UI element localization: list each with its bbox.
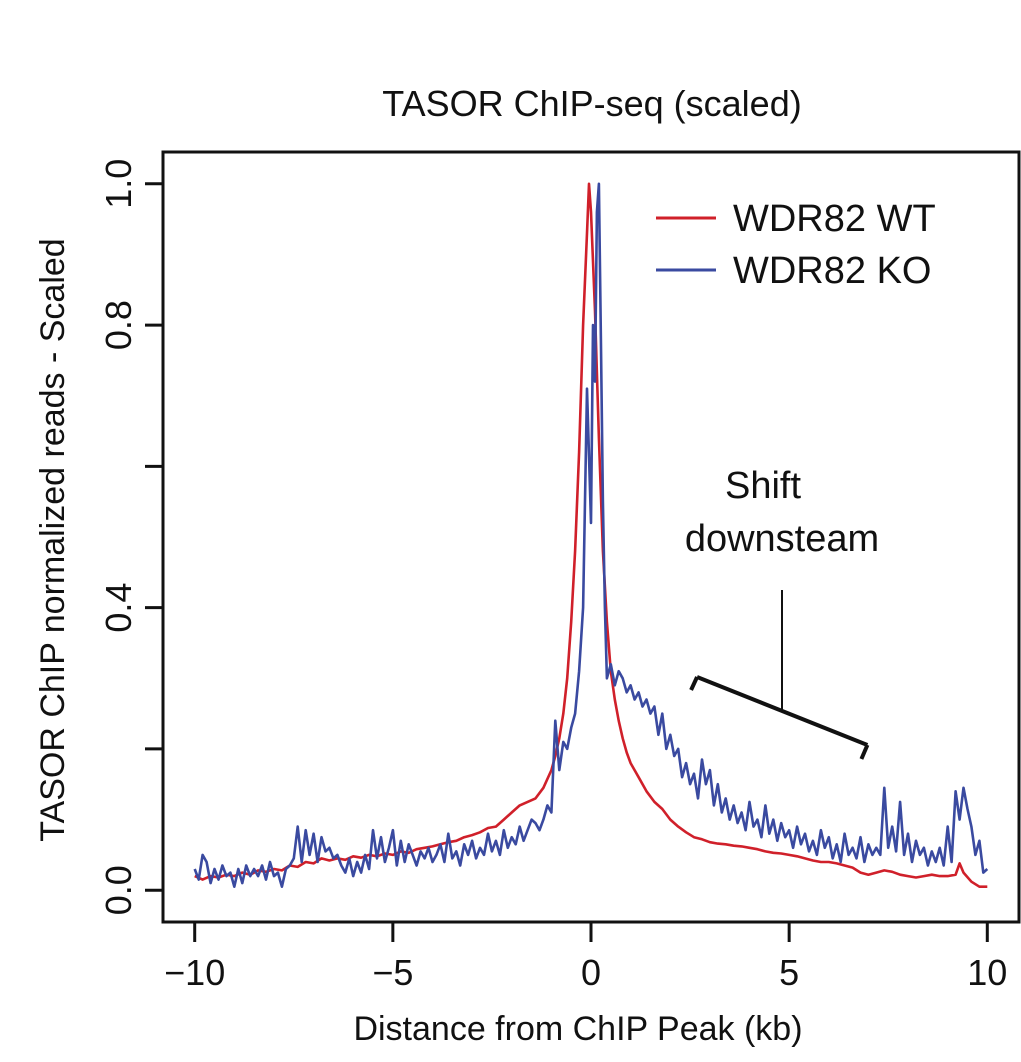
y-axis-label: TASOR ChIP normalized reads - Scaled: [34, 238, 72, 841]
x-tick-label: 5: [779, 952, 799, 993]
legend-label-ko: WDR82 KO: [733, 250, 931, 292]
x-tick-label: −10: [164, 952, 225, 993]
series-line-ko: [193, 182, 989, 888]
annotation-text-1: Shift: [725, 465, 801, 507]
annotation-bracket-end-left: [689, 676, 699, 691]
x-tick-label: 10: [967, 952, 1007, 993]
x-tick-label: −5: [372, 952, 413, 993]
x-axis: −10 −5 0 5 10: [164, 920, 1007, 993]
y-tick-label: 0.0: [98, 865, 139, 915]
annotation-bracket-end-right: [859, 744, 870, 760]
chart-title: TASOR ChIP-seq (scaled): [382, 83, 801, 124]
annotation-text-2: downsteam: [685, 518, 879, 560]
x-axis-label: Distance from ChIP Peak (kb): [353, 1010, 802, 1048]
annotation: Shift downsteam: [685, 465, 879, 760]
series-layer: [193, 182, 989, 888]
y-tick-label: 0.4: [98, 583, 139, 633]
legend-label-wt: WDR82 WT: [733, 198, 936, 240]
y-tick-label: 0.8: [98, 300, 139, 350]
y-axis: 0.0 0.4 0.8 1.0: [98, 159, 165, 915]
x-tick-label: 0: [581, 952, 601, 993]
y-tick-label: 1.0: [98, 159, 139, 209]
legend: WDR82 WT WDR82 KO: [656, 198, 936, 292]
series-line-wt: [194, 182, 988, 888]
